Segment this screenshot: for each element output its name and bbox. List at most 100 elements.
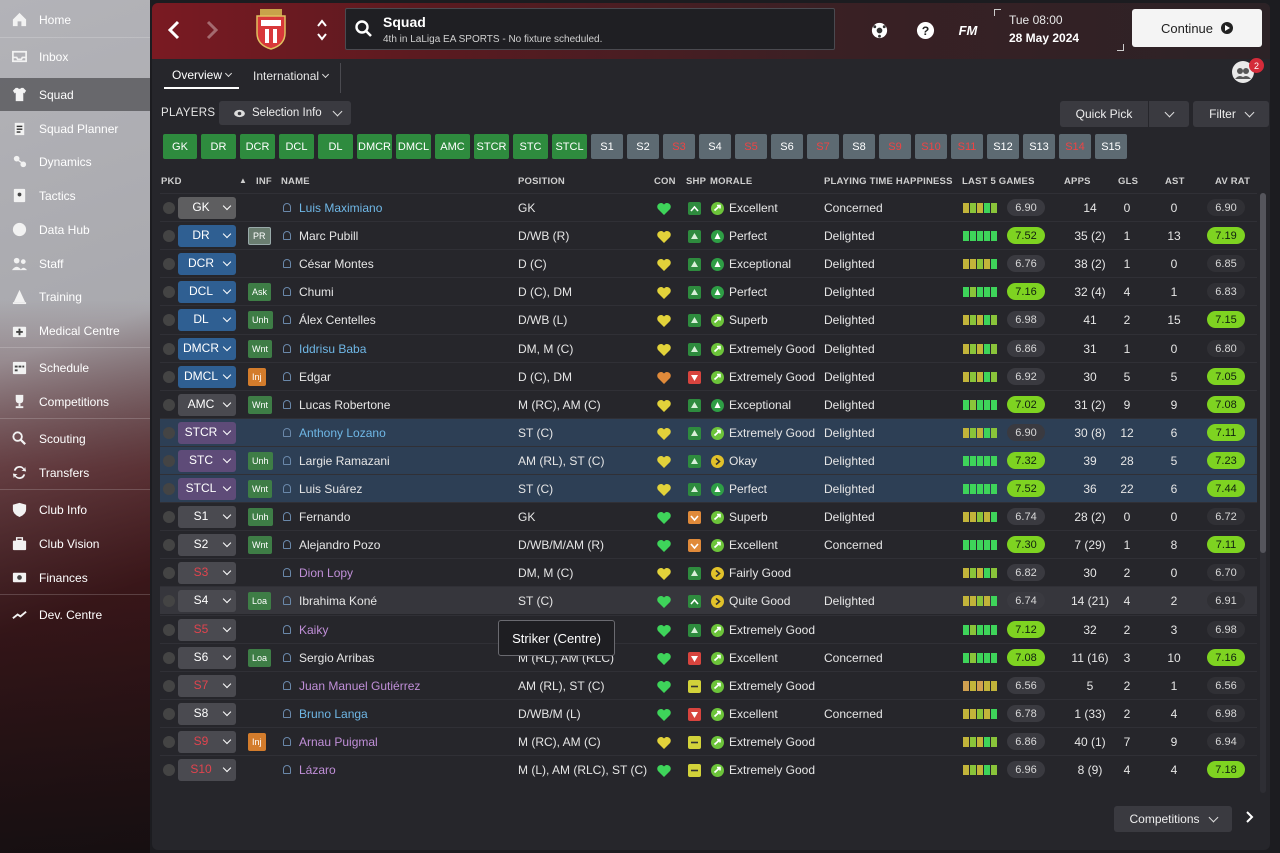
competitions-button[interactable]: Competitions [1114,806,1232,832]
pick-toggle[interactable] [163,371,175,383]
player-name[interactable]: Anthony Lozano [299,426,386,440]
sidebar-item-staff[interactable]: Staff [0,247,150,280]
player-name[interactable]: Kaiky [299,623,329,637]
position-button-dcr[interactable]: DCR [240,134,275,159]
player-name[interactable]: Juan Manuel Gutiérrez [299,679,421,693]
pick-toggle[interactable] [163,483,175,495]
pick-toggle[interactable] [163,511,175,523]
position-button-s3[interactable]: S3 [663,134,695,159]
col-morale[interactable]: MORALE [710,176,753,187]
sidebar-item-data-hub[interactable]: Data Hub [0,213,150,246]
filter-button[interactable]: Filter [1193,101,1269,127]
role-selector[interactable]: S5 [178,619,236,641]
player-name[interactable]: Lázaro [299,763,336,777]
position-button-s4[interactable]: S4 [699,134,731,159]
role-selector[interactable]: STCL [178,478,236,500]
table-row[interactable]: S4 Loa Ibrahima Koné ST (C) Quite Good Deligh… [160,586,1257,614]
pick-toggle[interactable] [163,343,175,355]
role-selector[interactable]: S8 [178,703,236,725]
table-row[interactable]: S10 Lázaro M (L), AM (RLC), ST (C) Extremel… [160,755,1257,783]
pick-toggle[interactable] [163,708,175,720]
col-name[interactable]: NAME [281,176,310,187]
position-button-s13[interactable]: S13 [1023,134,1055,159]
role-selector[interactable]: GK [178,197,236,219]
pick-toggle[interactable] [163,314,175,326]
player-name[interactable]: Largie Ramazani [299,454,390,468]
sidebar-item-dev-centre[interactable]: Dev. Centre [0,598,150,631]
position-button-dcl[interactable]: DCL [279,134,314,159]
table-row[interactable]: STCR Anthony Lozano ST (C) Extremely Good De… [160,418,1257,446]
forward-arrow-icon[interactable] [202,19,222,41]
role-selector[interactable]: S1 [178,506,236,528]
pick-toggle[interactable] [163,624,175,636]
player-name[interactable]: Fernando [299,510,351,524]
help-icon[interactable]: ? [914,19,936,41]
table-row[interactable]: GK Luis Maximiano GK Excellent Concerned 6.90… [160,193,1257,221]
pick-toggle[interactable] [163,764,175,776]
next-arrow-icon[interactable] [1244,810,1254,824]
sidebar-item-dynamics[interactable]: Dynamics [0,145,150,178]
position-button-s5[interactable]: S5 [735,134,767,159]
sidebar-item-tactics[interactable]: Tactics [0,179,150,212]
pick-toggle[interactable] [163,455,175,467]
ball-icon[interactable] [868,19,890,41]
table-row[interactable]: S2 Wnt Alejandro Pozo D/WB/M/AM (R) Excellen… [160,530,1257,558]
pick-toggle[interactable] [163,680,175,692]
table-row[interactable]: S9 Inj Arnau Puigmal M (RC), AM (C) Extremel… [160,727,1257,755]
search-bar[interactable]: Squad 4th in LaLiga EA SPORTS - No fixtu… [345,8,835,50]
col-playing-time[interactable]: PLAYING TIME HAPPINESS [824,176,953,187]
pick-toggle[interactable] [163,399,175,411]
position-button-s10[interactable]: S10 [915,134,947,159]
position-button-s2[interactable]: S2 [627,134,659,159]
sidebar-item-squad[interactable]: Squad [0,78,150,111]
position-button-s14[interactable]: S14 [1059,134,1091,159]
role-selector[interactable]: DL [178,309,236,331]
sidebar-item-training[interactable]: Training [0,280,150,313]
pick-toggle[interactable] [163,202,175,214]
player-name[interactable]: Alejandro Pozo [299,538,381,552]
col-apps[interactable]: APPS [1064,176,1091,187]
pick-toggle[interactable] [163,567,175,579]
quick-pick-button[interactable]: Quick Pick [1060,101,1148,127]
position-button-dr[interactable]: DR [201,134,236,159]
position-button-stcl[interactable]: STCL [552,134,587,159]
position-button-stc[interactable]: STC [513,134,548,159]
pick-toggle[interactable] [163,539,175,551]
role-selector[interactable]: S2 [178,534,236,556]
player-name[interactable]: César Montes [299,257,374,271]
col-av-rat[interactable]: AV RAT [1215,176,1251,187]
col-con[interactable]: CON [654,176,676,187]
table-row[interactable]: DMCL Inj Edgar D (C), DM Extremely Good Delig… [160,362,1257,390]
position-button-dl[interactable]: DL [318,134,353,159]
table-row[interactable]: AMC Wnt Lucas Robertone M (RC), AM (C) Excep… [160,390,1257,418]
pick-toggle[interactable] [163,736,175,748]
player-name[interactable]: Chumi [299,285,334,299]
player-name[interactable]: Lucas Robertone [299,398,391,412]
continue-button[interactable]: Continue [1132,9,1262,47]
position-button-amc[interactable]: AMC [435,134,470,159]
squad-switch-icon[interactable] [315,16,329,44]
social-feed-icon[interactable] [1232,61,1254,83]
role-selector[interactable]: S7 [178,675,236,697]
role-selector[interactable]: DMCL [178,366,236,388]
role-selector[interactable]: S3 [178,562,236,584]
sidebar-item-inbox[interactable]: Inbox [0,40,150,73]
table-row[interactable]: STC Unh Largie Ramazani AM (RL), ST (C) Okay… [160,446,1257,474]
table-row[interactable]: S6 Loa Sergio Arribas M (RL), AM (RLC) Excel… [160,643,1257,671]
table-row[interactable]: S1 Unh Fernando GK Superb Delighted 6.74 28 (2)… [160,502,1257,530]
position-button-s12[interactable]: S12 [987,134,1019,159]
player-name[interactable]: Edgar [299,370,332,384]
player-name[interactable]: Arnau Puigmal [299,735,378,749]
position-button-s8[interactable]: S8 [843,134,875,159]
table-row[interactable]: DL Unh Álex Centelles D/WB (L) Superb Delight… [160,305,1257,333]
sidebar-item-medical-centre[interactable]: Medical Centre [0,314,150,347]
fm-logo[interactable]: FM [958,22,978,38]
position-button-s6[interactable]: S6 [771,134,803,159]
col-last-5[interactable]: LAST 5 GAMES [962,176,1035,187]
player-name[interactable]: Luis Maximiano [299,201,383,215]
player-name[interactable]: Ibrahima Koné [299,594,378,608]
table-row[interactable]: S5 Kaiky Extremely Good 7.12 32 2 3 6.98 [160,615,1257,643]
role-selector[interactable]: DCL [178,281,236,303]
position-button-s15[interactable]: S15 [1095,134,1127,159]
back-arrow-icon[interactable] [164,19,184,41]
